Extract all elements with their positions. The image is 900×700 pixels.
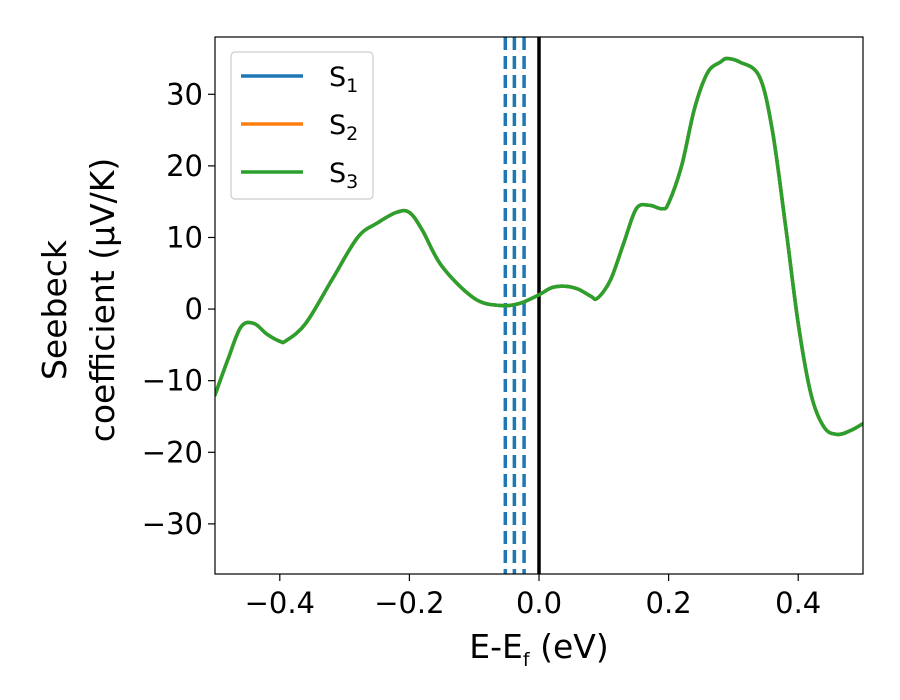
x-tick-label: 0.4: [775, 586, 821, 620]
x-tick-label: 0.0: [516, 586, 562, 620]
y-tick-label: 30: [166, 77, 203, 111]
x-tick-label: 0.2: [646, 586, 692, 620]
y-axis-title: Seebeck coefficient (μV/K): [35, 158, 122, 443]
plot-layer: [215, 37, 863, 574]
legend-label-s1: S1: [329, 62, 358, 97]
legend: S1 S2 S3: [230, 51, 374, 200]
legend-label-s3: S3: [329, 158, 358, 193]
x-tick-label: −0.2: [374, 586, 444, 620]
legend-label-s2: S2: [329, 110, 358, 145]
x-axis-title: E-Ef (eV): [469, 627, 608, 671]
ticks-layer: −0.4 −0.2 0.0 0.2 0.4 −30 −20 −10 0 10 20 30: [142, 77, 821, 620]
y-axis-title-line1: Seebeck: [35, 239, 74, 380]
y-axis-title-line2: coefficient (μV/K): [83, 158, 122, 443]
series-line-s3: [215, 56, 863, 437]
y-tick-label: 10: [166, 220, 203, 254]
y-tick-label: −10: [142, 364, 203, 398]
y-tick-label: 20: [166, 149, 203, 183]
y-tick-label: −20: [142, 435, 203, 469]
x-tick-label: −0.4: [245, 586, 315, 620]
y-tick-label: −30: [142, 507, 203, 541]
y-tick-label: 0: [185, 292, 203, 326]
legend-items: S1 S2 S3: [241, 62, 358, 193]
